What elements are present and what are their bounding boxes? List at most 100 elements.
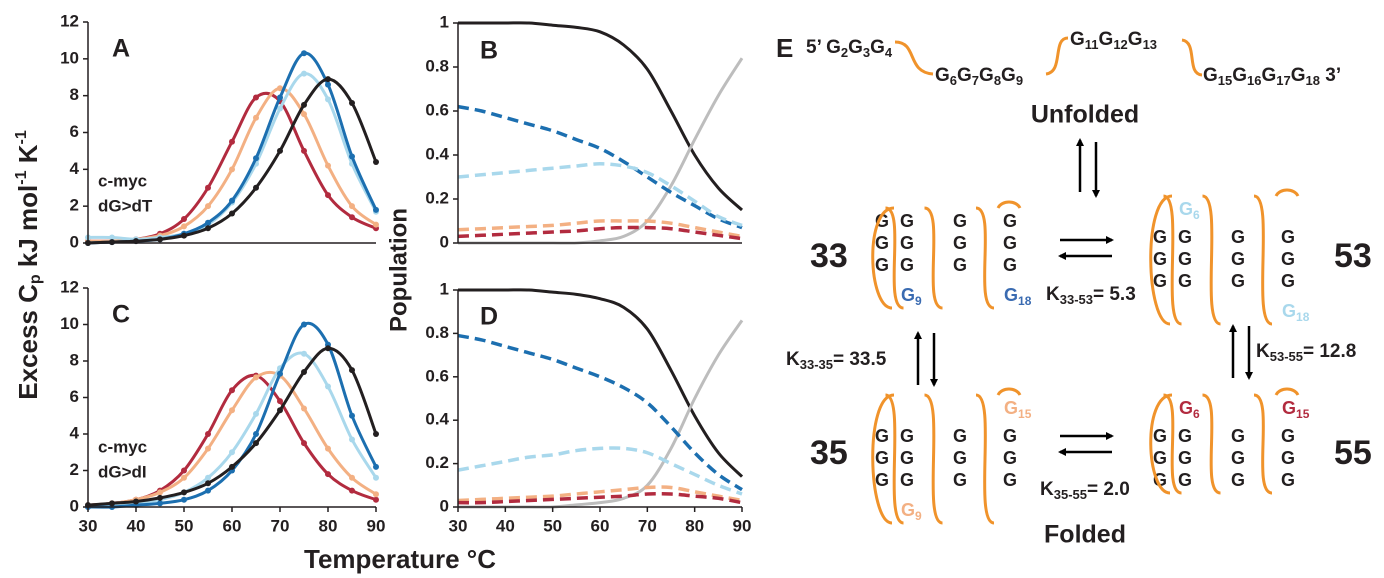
data-point	[301, 147, 307, 154]
y-tick-label: 0	[70, 496, 79, 515]
text-run: G	[1179, 199, 1193, 219]
guanine: G	[875, 211, 889, 231]
text-run: = 5.3	[1093, 284, 1136, 305]
guanine: G	[1231, 227, 1245, 247]
y-axis-title: Excess Cp kJ mol-1 K-1	[13, 130, 44, 400]
data-point	[301, 350, 307, 357]
series-line	[458, 288, 744, 478]
guanine: G	[1178, 227, 1192, 247]
state-caption: Unfolded	[1031, 101, 1139, 129]
data-point	[229, 449, 235, 456]
data-point	[181, 496, 187, 503]
x-tick-label: 40	[127, 516, 146, 535]
y-tick-label: 2	[70, 460, 79, 479]
series-line	[457, 225, 743, 241]
guanine: G	[953, 255, 967, 275]
text-run: 35-55	[1054, 487, 1087, 502]
data-point	[373, 463, 379, 470]
guanine: G	[1178, 271, 1192, 291]
loop	[871, 206, 895, 310]
chart-panel: 0 0.2 0.4 0.6 0.8 1 30 40 50 60 70 80 90 D	[425, 279, 751, 535]
text-run: 33-35	[800, 357, 833, 372]
text-run: G	[935, 65, 950, 86]
x-tick-label: 30	[449, 516, 468, 535]
text-run: G	[957, 65, 972, 86]
guanine-highlight: G9	[901, 285, 922, 308]
strand-links	[894, 36, 1203, 77]
loop	[1149, 393, 1173, 495]
guanine: G	[1178, 426, 1192, 446]
text-run: 18	[1296, 310, 1310, 324]
equilibrium-constant: K33-53= 5.3	[1046, 284, 1136, 307]
x-axis-title: Temperature °C	[304, 544, 496, 574]
text-run: 15	[1018, 407, 1032, 421]
guanine: G	[875, 448, 889, 468]
guanine: G	[1178, 249, 1192, 269]
data-point	[229, 138, 235, 145]
guanine: G	[1231, 426, 1245, 446]
annotation: c-myc	[98, 437, 147, 456]
guanine: G	[1153, 426, 1167, 446]
text-run: -1	[13, 130, 30, 144]
data-point	[349, 367, 355, 374]
guanine: G	[900, 255, 914, 275]
guanine: G	[1178, 470, 1192, 490]
text-run: K	[1040, 479, 1054, 500]
data-point	[325, 345, 331, 352]
panel-label: C	[112, 301, 130, 329]
data-point	[373, 474, 379, 481]
data-point	[181, 474, 187, 481]
state-label: 33	[810, 237, 848, 275]
text-run: 6	[950, 73, 957, 88]
guanine: G	[953, 448, 967, 468]
data-point	[373, 431, 379, 437]
strand-segment: G11G12G13	[1070, 29, 1157, 52]
loop	[1162, 194, 1183, 326]
x-tick-label: 50	[543, 516, 562, 535]
y-tick-label: 10	[60, 314, 79, 333]
guanine: G	[1003, 470, 1017, 490]
text-run: G	[979, 65, 994, 86]
x-tick-label: 90	[733, 516, 752, 535]
guanine: G	[1003, 255, 1017, 275]
series-line	[457, 446, 743, 496]
data-point	[349, 214, 355, 221]
guanine: G	[1003, 448, 1017, 468]
text-run: 16	[1247, 73, 1261, 88]
panel-label: B	[480, 37, 498, 65]
y-tick-label: 0.8	[425, 56, 449, 75]
series-line	[457, 491, 743, 505]
guanine: G	[953, 211, 967, 231]
y-tick-label: 2	[70, 196, 79, 215]
series-line	[458, 21, 744, 212]
text-run: 3’	[1320, 65, 1341, 86]
text-run: 53-55	[1270, 349, 1303, 364]
guanine-highlight: G18	[1004, 285, 1032, 308]
data-point	[373, 496, 379, 503]
y-tick-label: 0.4	[425, 144, 449, 163]
guanine-highlight: G9	[901, 500, 922, 523]
text-run: G	[1282, 398, 1296, 418]
text-run: 2	[841, 45, 848, 60]
loop	[975, 206, 995, 310]
guanine-highlight: G6	[1179, 398, 1200, 421]
guanine-highlight: G6	[1179, 199, 1200, 222]
guanine: G	[875, 426, 889, 446]
text-run: 11	[1085, 37, 1099, 52]
text-run: G	[1232, 65, 1247, 86]
guanine: G	[1153, 227, 1167, 247]
chart-panel: 0 2 4 6 8 10 12 30 40 50 60 70 80 90 Cc-myc dG>dI	[60, 277, 385, 535]
data-point	[205, 225, 211, 232]
text-run: G	[1004, 398, 1018, 418]
y-tick-label: 4	[70, 423, 80, 442]
data-point	[253, 440, 259, 447]
text-run: Excess C	[13, 284, 43, 400]
data-point	[205, 203, 211, 210]
data-point	[277, 407, 283, 414]
y-tick-label: 1	[440, 12, 449, 31]
text-run: G	[848, 37, 863, 58]
text-run: 17	[1276, 73, 1290, 88]
strand-link	[1045, 36, 1069, 76]
